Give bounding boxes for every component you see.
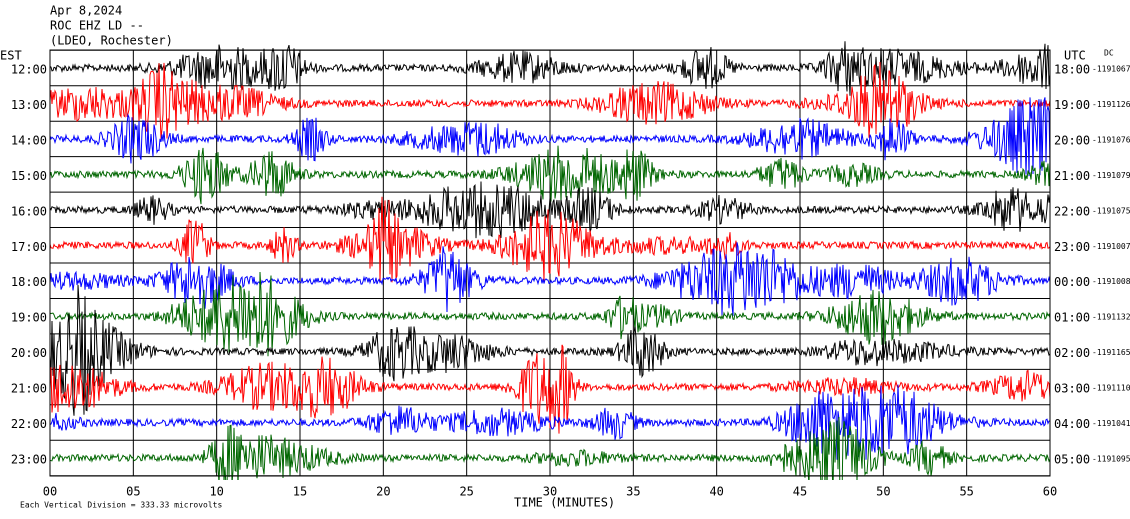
trace bbox=[50, 181, 1050, 239]
footer: Each Vertical Division = 333.33 microvol… bbox=[20, 501, 222, 510]
utc-label: 21:00 bbox=[1054, 169, 1090, 183]
utc-label: 05:00 bbox=[1054, 452, 1090, 466]
est-label: 21:00 bbox=[11, 382, 47, 396]
utc-label: 18:00 bbox=[1054, 63, 1090, 77]
x-tick-label: 00 bbox=[43, 485, 57, 499]
x-tick-label: 10 bbox=[209, 485, 223, 499]
plot-frame bbox=[49, 49, 1051, 477]
trace bbox=[50, 61, 1050, 139]
est-label: 16:00 bbox=[11, 204, 47, 218]
dc-value: -1191067 bbox=[1092, 65, 1130, 74]
est-label: 17:00 bbox=[11, 240, 47, 254]
est-label: 22:00 bbox=[11, 417, 47, 431]
est-label: 18:00 bbox=[11, 275, 47, 289]
utc-label: 22:00 bbox=[1054, 204, 1090, 218]
x-tick-label: 05 bbox=[126, 485, 140, 499]
utc-label: 20:00 bbox=[1054, 133, 1090, 147]
trace bbox=[50, 145, 1050, 205]
est-label: 23:00 bbox=[11, 452, 47, 466]
x-tick-label: 35 bbox=[626, 485, 640, 499]
trace bbox=[50, 416, 1050, 480]
trace bbox=[50, 284, 1050, 416]
est-label: 19:00 bbox=[11, 311, 47, 325]
dc-value: -1191008 bbox=[1092, 277, 1130, 286]
date: Apr 8,2024 bbox=[50, 4, 122, 18]
dc-value: -1191110 bbox=[1092, 384, 1130, 393]
left-zone: EST bbox=[0, 49, 22, 63]
dc-value: -1191132 bbox=[1092, 313, 1130, 322]
trace bbox=[50, 97, 1050, 177]
utc-label: 19:00 bbox=[1054, 98, 1090, 112]
x-tick-label: 45 bbox=[793, 485, 807, 499]
trace bbox=[50, 384, 1050, 460]
dc-value: -1191041 bbox=[1092, 419, 1130, 428]
trace bbox=[50, 242, 1050, 317]
dc-value: -1191076 bbox=[1092, 135, 1130, 144]
network: (LDEO, Rochester) bbox=[50, 34, 173, 48]
utc-label: 01:00 bbox=[1054, 311, 1090, 325]
dc-value: -1191007 bbox=[1092, 242, 1130, 251]
x-tick-label: 30 bbox=[543, 485, 557, 499]
dc-value: -1191079 bbox=[1092, 171, 1130, 180]
utc-label: 03:00 bbox=[1054, 382, 1090, 396]
utc-label: 00:00 bbox=[1054, 275, 1090, 289]
utc-label: 02:00 bbox=[1054, 346, 1090, 360]
trace bbox=[50, 271, 1050, 357]
x-tick-label: 25 bbox=[459, 485, 473, 499]
x-tick-label: 55 bbox=[959, 485, 973, 499]
x-tick-label: 60 bbox=[1043, 485, 1057, 499]
est-label: 15:00 bbox=[11, 169, 47, 183]
x-tick-label: 50 bbox=[876, 485, 890, 499]
traces bbox=[50, 41, 1050, 480]
right-zone: UTC bbox=[1064, 49, 1086, 63]
trace bbox=[50, 41, 1050, 96]
utc-label: 23:00 bbox=[1054, 240, 1090, 254]
dc-value: -1191126 bbox=[1092, 100, 1130, 109]
est-label: 12:00 bbox=[11, 63, 47, 77]
est-label: 13:00 bbox=[11, 98, 47, 112]
x-tick-label: 15 bbox=[293, 485, 307, 499]
dc-label: DC bbox=[1104, 49, 1114, 58]
x-tick-label: 40 bbox=[709, 485, 723, 499]
utc-label: 04:00 bbox=[1054, 417, 1090, 431]
x-axis-label: TIME (MINUTES) bbox=[514, 496, 615, 510]
trace bbox=[50, 196, 1050, 283]
dc-value: -1191165 bbox=[1092, 348, 1130, 357]
est-label: 14:00 bbox=[11, 133, 47, 147]
dc-value: -1191095 bbox=[1092, 454, 1130, 463]
station: ROC EHZ LD -- bbox=[50, 19, 144, 33]
x-tick-label: 20 bbox=[376, 485, 390, 499]
trace bbox=[50, 344, 1050, 434]
dc-value: -1191075 bbox=[1092, 206, 1130, 215]
est-label: 20:00 bbox=[11, 346, 47, 360]
